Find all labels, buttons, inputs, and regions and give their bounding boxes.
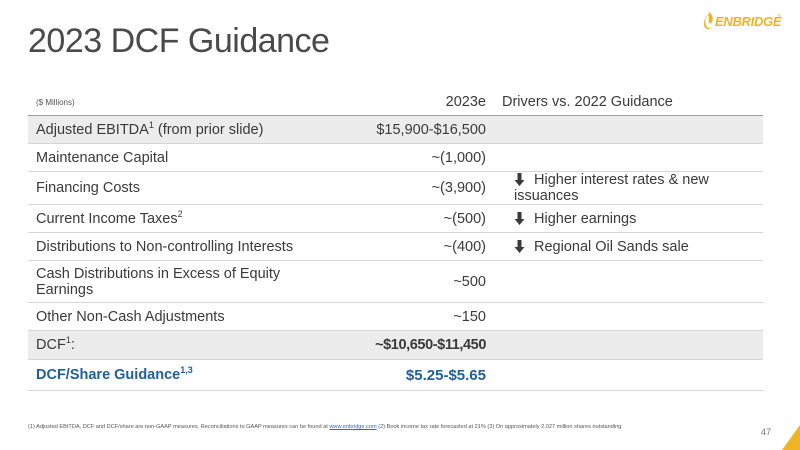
arrow-down-icon bbox=[514, 239, 528, 255]
row-driver: Higher interest rates & new issuances bbox=[494, 171, 763, 205]
row-driver bbox=[494, 302, 763, 331]
dcf-total-row: DCF1: ~$10,650-$11,450 bbox=[28, 330, 763, 360]
row-label: Current Income Taxes2 bbox=[28, 204, 332, 233]
slide-title: 2023 DCF Guidance bbox=[28, 22, 330, 60]
row-driver bbox=[494, 143, 763, 172]
page-number: 47 bbox=[761, 427, 772, 437]
dcf-share-driver bbox=[494, 359, 763, 391]
table-row: Financing Costs ~(3,900) Higher interest… bbox=[28, 171, 763, 205]
table-row: Cash Distributions in Excess of Equity E… bbox=[28, 260, 763, 303]
dcf-share-guidance-row: DCF/Share Guidance1,3 $5.25-$5.65 bbox=[28, 359, 763, 391]
table-row: Adjusted EBITDA1 (from prior slide) $15,… bbox=[28, 115, 763, 144]
enbridge-website-link[interactable]: www.enbridge.com bbox=[329, 424, 377, 430]
row-label: Financing Costs bbox=[28, 171, 332, 205]
table-row: Maintenance Capital ~(1,000) bbox=[28, 143, 763, 172]
table-header-row: ($ Millions) 2023e Drivers vs. 2022 Guid… bbox=[28, 89, 763, 116]
dcf-driver bbox=[494, 330, 763, 360]
row-value: ~500 bbox=[332, 260, 494, 303]
corner-accent bbox=[782, 425, 800, 450]
dcf-guidance-table: ($ Millions) 2023e Drivers vs. 2022 Guid… bbox=[28, 89, 763, 391]
logo-text: ENBRIDGE bbox=[715, 14, 782, 29]
row-label: Cash Distributions in Excess of Equity E… bbox=[28, 260, 332, 303]
arrow-down-icon bbox=[514, 172, 528, 188]
table-row: Distributions to Non-controlling Interes… bbox=[28, 232, 763, 261]
enbridge-logo: ENBRIDGE ® bbox=[703, 11, 783, 33]
row-driver: Regional Oil Sands sale bbox=[494, 232, 763, 261]
logo-trademark: ® bbox=[777, 14, 781, 20]
year-column-header: 2023e bbox=[332, 89, 494, 116]
arrow-down-icon bbox=[514, 211, 528, 227]
row-driver bbox=[494, 115, 763, 144]
dcf-share-label: DCF/Share Guidance1,3 bbox=[28, 359, 332, 391]
row-driver bbox=[494, 260, 763, 303]
row-value: ~150 bbox=[332, 302, 494, 331]
row-label: Adjusted EBITDA1 (from prior slide) bbox=[28, 115, 332, 144]
flame-icon bbox=[703, 12, 713, 30]
row-value: ~(1,000) bbox=[332, 143, 494, 172]
row-label: Other Non-Cash Adjustments bbox=[28, 302, 332, 331]
row-value: ~(3,900) bbox=[332, 171, 494, 205]
table-row: Other Non-Cash Adjustments ~150 bbox=[28, 302, 763, 331]
dcf-label: DCF1: bbox=[28, 330, 332, 360]
dcf-value: ~$10,650-$11,450 bbox=[332, 330, 494, 360]
row-driver: Higher earnings bbox=[494, 204, 763, 233]
row-label: Distributions to Non-controlling Interes… bbox=[28, 232, 332, 261]
units-label: ($ Millions) bbox=[28, 89, 332, 116]
row-value: ~(500) bbox=[332, 204, 494, 233]
row-value: ~(400) bbox=[332, 232, 494, 261]
footnote: (1) Adjusted EBITDA, DCF and DCF/share a… bbox=[28, 424, 622, 430]
dcf-share-value: $5.25-$5.65 bbox=[332, 359, 494, 391]
drivers-column-header: Drivers vs. 2022 Guidance bbox=[494, 89, 763, 116]
row-value: $15,900-$16,500 bbox=[332, 115, 494, 144]
row-label: Maintenance Capital bbox=[28, 143, 332, 172]
table-row: Current Income Taxes2 ~(500) Higher earn… bbox=[28, 204, 763, 233]
